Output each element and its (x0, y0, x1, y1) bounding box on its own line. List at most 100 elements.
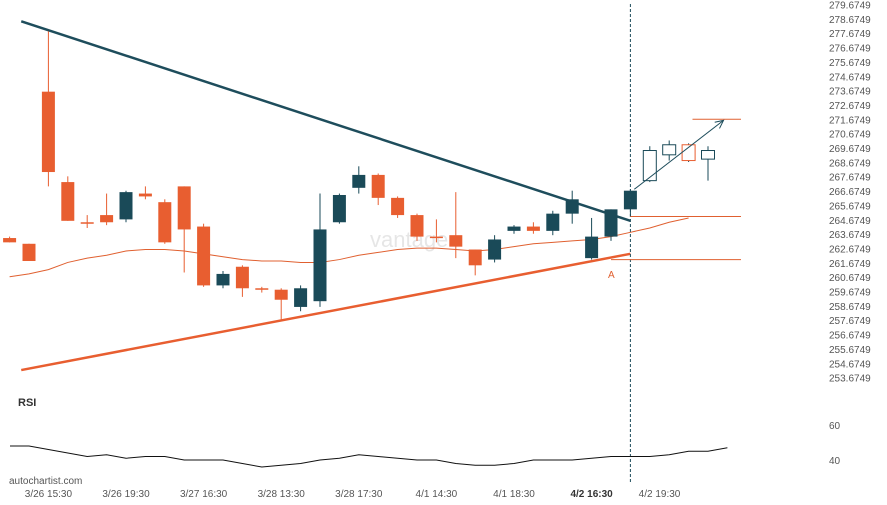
resistance-trend-line (20, 20, 631, 223)
candle (197, 223, 211, 287)
candle (526, 222, 540, 234)
price-tick-label: 274.6749 (829, 72, 871, 83)
candle (642, 146, 657, 183)
candle (701, 146, 715, 181)
rsi-label: RSI (18, 397, 36, 409)
candle-body (604, 209, 618, 237)
candle (80, 215, 94, 228)
candle-body (119, 192, 133, 220)
candle-body (61, 182, 75, 221)
candle-body (429, 236, 443, 239)
price-tick-label: 266.6749 (829, 187, 871, 198)
candle-body (274, 289, 288, 300)
price-tick-label: 262.6749 (829, 244, 871, 255)
price-tick-label: 255.6749 (829, 345, 871, 356)
brand-label: autochartist.com (9, 476, 82, 487)
projection-layer: A (608, 4, 741, 484)
candle-body (3, 238, 17, 243)
time-tick-label: 3/27 16:30 (180, 489, 228, 500)
candle-body (449, 235, 463, 247)
candle-body (332, 194, 346, 223)
candle (410, 213, 424, 241)
price-tick-label: 267.6749 (829, 173, 871, 184)
candle-body (197, 226, 211, 286)
candle-body (565, 199, 579, 214)
price-tick-label: 261.6749 (829, 259, 871, 270)
price-tick-label: 278.6749 (829, 15, 871, 26)
time-tick-label: 4/1 14:30 (416, 489, 458, 500)
candle (235, 265, 249, 297)
time-tick-label: 3/28 17:30 (335, 489, 383, 500)
candle-body (41, 91, 55, 173)
candle (585, 217, 599, 260)
candle (429, 219, 443, 243)
candle (352, 166, 366, 194)
candle-body (391, 197, 405, 216)
price-tick-label: 271.6749 (829, 115, 871, 126)
candle-body (138, 193, 152, 197)
price-tick-label: 253.6749 (829, 374, 871, 385)
support-trend-line (21, 252, 631, 372)
candle-body (22, 243, 36, 262)
candle (216, 271, 230, 289)
price-tick-label: 265.6749 (829, 201, 871, 212)
candle (22, 243, 36, 262)
candle (681, 143, 696, 162)
price-tick-label: 264.6749 (829, 216, 871, 227)
candle (61, 176, 75, 221)
price-tick-label: 254.6749 (829, 359, 871, 370)
candle (158, 199, 172, 244)
time-tick-label: 3/28 13:30 (258, 489, 306, 500)
candle (138, 186, 152, 200)
candle (274, 288, 288, 322)
price-tick-label: 279.6749 (829, 1, 871, 12)
price-tick-label: 273.6749 (829, 87, 871, 98)
candle-body (177, 186, 191, 230)
candle-body (100, 215, 114, 223)
time-tick-label: 4/2 19:30 (639, 489, 681, 500)
candle (100, 193, 114, 226)
forecast-arrow-line (633, 119, 724, 190)
candle-body (701, 150, 715, 160)
candle-body (294, 288, 308, 307)
candle (177, 186, 191, 273)
candle (119, 190, 133, 223)
candle-body (80, 222, 94, 224)
candle (546, 210, 560, 236)
rsi-tick-label: 40 (829, 456, 841, 467)
candle-body (507, 226, 521, 231)
price-tick-label: 270.6749 (829, 130, 871, 141)
candle-body (488, 239, 502, 260)
price-tick-label: 256.6749 (829, 331, 871, 342)
trend-lines-layer (20, 20, 631, 372)
time-tick-label: 3/26 19:30 (102, 489, 150, 500)
price-tick-label: 263.6749 (829, 230, 871, 241)
candle (371, 173, 385, 206)
price-axis: 279.6749 278.6749 277.6749 276.6749 275.6749… (829, 1, 871, 385)
candle (391, 196, 405, 218)
price-tick-label: 277.6749 (829, 29, 871, 40)
moving-average-layer (9, 217, 689, 278)
price-tick-label: 272.6749 (829, 101, 871, 112)
price-tick-label: 258.6749 (829, 302, 871, 313)
candle (507, 225, 521, 234)
candle (488, 235, 502, 263)
candle-body (216, 273, 230, 286)
price-tick-label: 257.6749 (829, 316, 871, 327)
candle (623, 189, 637, 217)
forecast-arrow-head-icon (714, 119, 725, 129)
candle (449, 192, 463, 259)
pattern-point-label: A (608, 270, 615, 281)
price-tick-label: 276.6749 (829, 44, 871, 55)
moving-average-line (9, 217, 689, 278)
time-tick-label: 3/26 15:30 (25, 489, 73, 500)
candle-body (585, 236, 599, 259)
price-tick-label: 275.6749 (829, 58, 871, 69)
candle (468, 249, 482, 276)
price-tick-label: 260.6749 (829, 273, 871, 284)
candle (255, 286, 269, 293)
rsi-panel: RSI 60 40 (10, 397, 841, 468)
candle (662, 140, 677, 161)
candle-body (235, 266, 249, 289)
